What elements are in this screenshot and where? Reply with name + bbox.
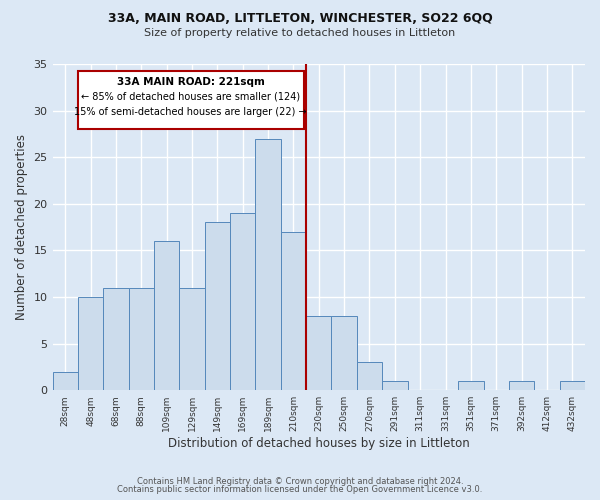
Bar [281,232,306,390]
Bar [128,288,154,390]
Bar [306,316,331,390]
Text: 33A, MAIN ROAD, LITTLETON, WINCHESTER, SO22 6QQ: 33A, MAIN ROAD, LITTLETON, WINCHESTER, S… [107,12,493,26]
Bar [331,316,357,390]
FancyBboxPatch shape [78,72,304,129]
Bar [205,222,230,390]
Text: ← 85% of detached houses are smaller (124): ← 85% of detached houses are smaller (12… [81,92,300,102]
Bar [509,381,534,390]
Text: Contains public sector information licensed under the Open Government Licence v3: Contains public sector information licen… [118,485,482,494]
Bar [103,288,128,390]
Bar [78,297,103,390]
Text: 33A MAIN ROAD: 221sqm: 33A MAIN ROAD: 221sqm [117,77,265,87]
Bar [458,381,484,390]
Bar [357,362,382,390]
Bar [154,241,179,390]
Bar [560,381,585,390]
Bar [256,138,281,390]
Bar [230,213,256,390]
Y-axis label: Number of detached properties: Number of detached properties [15,134,28,320]
Text: 15% of semi-detached houses are larger (22) →: 15% of semi-detached houses are larger (… [74,107,307,117]
Bar [382,381,407,390]
X-axis label: Distribution of detached houses by size in Littleton: Distribution of detached houses by size … [168,437,470,450]
Bar [53,372,78,390]
Text: Size of property relative to detached houses in Littleton: Size of property relative to detached ho… [145,28,455,38]
Bar [179,288,205,390]
Text: Contains HM Land Registry data © Crown copyright and database right 2024.: Contains HM Land Registry data © Crown c… [137,477,463,486]
